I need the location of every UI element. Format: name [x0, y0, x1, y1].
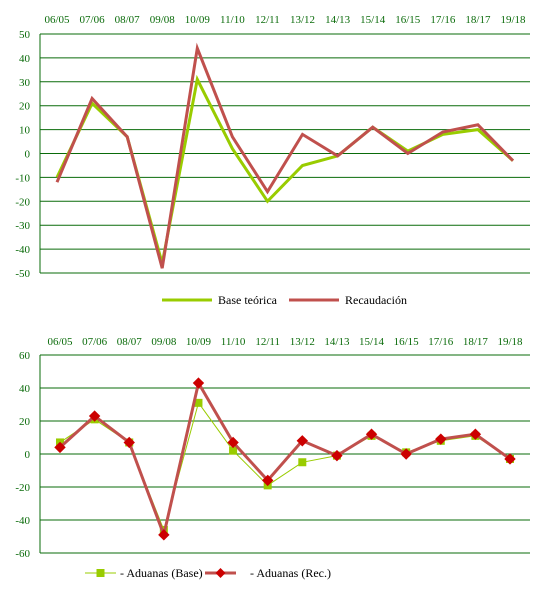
x-tick-label: 17/16	[430, 14, 456, 26]
legend-label: Base teórica	[218, 293, 278, 307]
x-tick-label: 19/18	[497, 336, 523, 348]
y-tick-label: 30	[19, 77, 31, 89]
legend-marker-diamond	[215, 568, 226, 578]
data-point-rec	[469, 428, 482, 440]
chart-bottom: 60 40 20 0 -20 -40 -60 06/05 07/06 08/07 09/08 10/0…	[15, 336, 530, 580]
legend-label: - Aduanas (Rec.)	[250, 566, 331, 580]
y-tick-label: -60	[15, 548, 30, 560]
x-tick-label: 16/15	[394, 336, 420, 348]
x-tick-label: 14/13	[325, 14, 351, 26]
x-tick-label: 07/06	[82, 336, 108, 348]
y-tick-label: 40	[19, 53, 31, 65]
data-point-rec	[365, 428, 378, 440]
x-tick-label: 09/08	[151, 336, 177, 348]
x-tick-label: 15/14	[359, 336, 385, 348]
y-tick-label: -50	[15, 268, 30, 280]
x-tick-label: 08/07	[117, 336, 143, 348]
x-tick-label: 11/10	[221, 336, 246, 348]
data-point-rec	[504, 453, 516, 465]
legend-marker-square	[96, 569, 105, 577]
x-tick-label: 16/15	[395, 14, 421, 26]
y-tick-label: -20	[15, 196, 30, 208]
x-tick-label: 13/12	[290, 14, 315, 26]
x-tick-label: 06/05	[47, 336, 73, 348]
x-tick-label: 12/11	[255, 336, 280, 348]
y-tick-label: 20	[19, 416, 31, 428]
x-tick-label: 09/08	[150, 14, 176, 26]
y-tick-label: 60	[19, 350, 31, 362]
y-tick-label: 10	[19, 125, 31, 137]
data-point-rec	[400, 448, 412, 460]
y-tick-label: 0	[25, 149, 31, 161]
series-line-1	[55, 74, 514, 264]
data-point-rec	[88, 410, 101, 422]
chart-top: 50 40 30 20 10 0 -10 -20 -30 -40 -50 06/05 07/06 08/0…	[15, 14, 530, 307]
data-point-rec	[227, 436, 239, 449]
y-tick-label: -10	[15, 172, 30, 184]
x-tick-label: 12/11	[255, 14, 280, 26]
data-point-rec	[158, 529, 170, 541]
data-point-rec	[331, 449, 343, 462]
data-point-base	[229, 446, 238, 455]
data-point-rec	[435, 433, 447, 445]
data-point-rec	[123, 436, 135, 449]
data-point-rec	[192, 377, 205, 389]
y-tick-label: 20	[19, 101, 31, 113]
series-line-2	[55, 42, 515, 269]
x-tick-label: 18/17	[463, 336, 489, 348]
x-tick-label: 06/05	[44, 14, 70, 26]
x-tick-label: 10/09	[186, 336, 212, 348]
legend-label: Recaudación	[345, 293, 407, 307]
x-tick-label: 08/07	[115, 14, 141, 26]
series-line-2	[58, 378, 511, 541]
x-tick-label: 19/18	[500, 14, 526, 26]
y-tick-label: -40	[15, 515, 30, 527]
x-tick-label: 13/12	[290, 336, 315, 348]
legend-label: - Aduanas (Base)	[120, 566, 203, 580]
x-tick-label: 14/13	[324, 336, 350, 348]
x-tick-label: 18/17	[465, 14, 491, 26]
y-tick-label: 40	[19, 383, 31, 395]
x-tick-label: 10/09	[185, 14, 211, 26]
data-point-base	[298, 458, 307, 467]
x-tick-label: 15/14	[360, 14, 386, 26]
x-tick-label: 17/16	[428, 336, 454, 348]
data-point-rec	[296, 435, 309, 447]
x-tick-label: 11/10	[220, 14, 245, 26]
data-point-rec	[261, 474, 274, 487]
y-tick-label: -30	[15, 220, 30, 232]
y-tick-label: -20	[15, 482, 30, 494]
data-point-rec	[54, 441, 66, 454]
y-tick-label: 50	[19, 29, 31, 41]
y-tick-label: -40	[15, 244, 30, 256]
x-tick-label: 07/06	[80, 14, 106, 26]
y-tick-label: 0	[25, 449, 31, 461]
data-point-base	[194, 398, 203, 407]
series-line-1	[59, 401, 511, 532]
